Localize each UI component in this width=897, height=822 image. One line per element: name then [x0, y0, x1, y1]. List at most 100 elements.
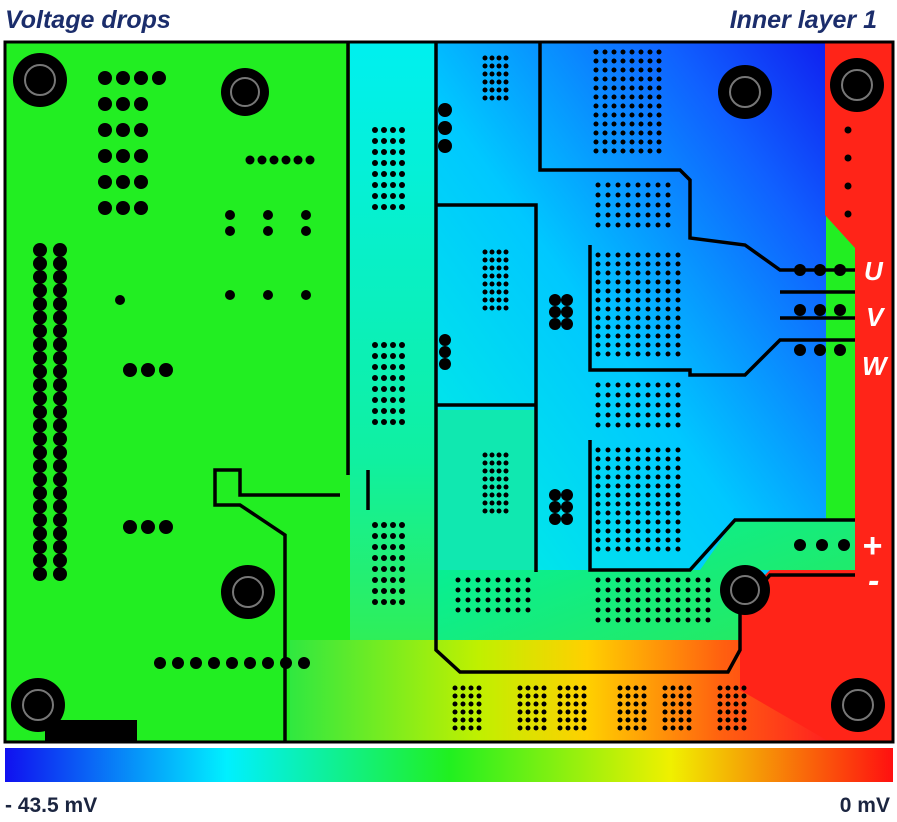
via	[626, 686, 631, 691]
via	[596, 538, 601, 543]
via	[53, 513, 67, 527]
via	[390, 599, 396, 605]
via	[399, 204, 405, 210]
via	[497, 282, 502, 287]
via	[582, 702, 587, 707]
via	[612, 113, 617, 118]
via	[542, 686, 547, 691]
via	[626, 343, 631, 348]
via	[626, 325, 631, 330]
via	[490, 290, 495, 295]
via	[483, 266, 488, 271]
via	[596, 253, 601, 258]
via	[399, 566, 405, 572]
via	[372, 364, 378, 370]
via	[636, 289, 641, 294]
via	[687, 686, 692, 691]
via	[381, 149, 387, 155]
via	[646, 325, 651, 330]
via	[734, 694, 739, 699]
via	[618, 702, 623, 707]
via	[504, 298, 509, 303]
via	[606, 383, 611, 388]
via	[679, 726, 684, 731]
via	[469, 718, 474, 723]
via	[606, 598, 611, 603]
via	[53, 338, 67, 352]
via	[372, 386, 378, 392]
via	[477, 726, 482, 731]
via	[582, 726, 587, 731]
via	[566, 718, 571, 723]
via	[596, 413, 601, 418]
via	[504, 56, 509, 61]
via	[621, 86, 626, 91]
via	[621, 50, 626, 55]
via	[636, 493, 641, 498]
via	[734, 702, 739, 707]
via	[616, 484, 621, 489]
via	[301, 226, 311, 236]
via	[33, 459, 47, 473]
via	[718, 710, 723, 715]
via	[606, 529, 611, 534]
via	[549, 318, 561, 330]
via	[486, 588, 491, 593]
connector-pad	[45, 720, 137, 742]
via	[616, 289, 621, 294]
via	[696, 608, 701, 613]
via	[504, 80, 509, 85]
via	[372, 171, 378, 177]
via	[390, 160, 396, 166]
via	[630, 95, 635, 100]
via	[606, 253, 611, 258]
via	[372, 408, 378, 414]
via	[634, 694, 639, 699]
via	[526, 718, 531, 723]
via	[742, 726, 747, 731]
via	[596, 307, 601, 312]
via	[466, 578, 471, 583]
via	[390, 342, 396, 348]
via	[636, 538, 641, 543]
via	[616, 475, 621, 480]
via	[477, 694, 482, 699]
via	[566, 694, 571, 699]
via	[53, 243, 67, 257]
via	[526, 710, 531, 715]
via	[630, 122, 635, 127]
via	[630, 86, 635, 91]
via	[490, 258, 495, 263]
via	[606, 475, 611, 480]
via	[630, 131, 635, 136]
via	[726, 726, 731, 731]
via	[718, 726, 723, 731]
via	[626, 538, 631, 543]
via	[671, 726, 676, 731]
via	[663, 694, 668, 699]
via	[372, 555, 378, 561]
via	[656, 457, 661, 462]
via	[639, 140, 644, 145]
via	[845, 155, 852, 162]
via	[648, 113, 653, 118]
via	[666, 352, 671, 357]
via	[399, 353, 405, 359]
via	[656, 578, 661, 583]
via	[621, 104, 626, 109]
via	[626, 393, 631, 398]
via	[372, 544, 378, 550]
via	[636, 253, 641, 258]
lower-pocket	[436, 410, 536, 572]
via	[676, 325, 681, 330]
via	[483, 461, 488, 466]
via	[646, 466, 651, 471]
via	[596, 618, 601, 623]
via	[518, 710, 523, 715]
via	[656, 325, 661, 330]
via	[438, 121, 452, 135]
via	[666, 529, 671, 534]
via	[621, 149, 626, 154]
via	[657, 86, 662, 91]
via	[726, 710, 731, 715]
